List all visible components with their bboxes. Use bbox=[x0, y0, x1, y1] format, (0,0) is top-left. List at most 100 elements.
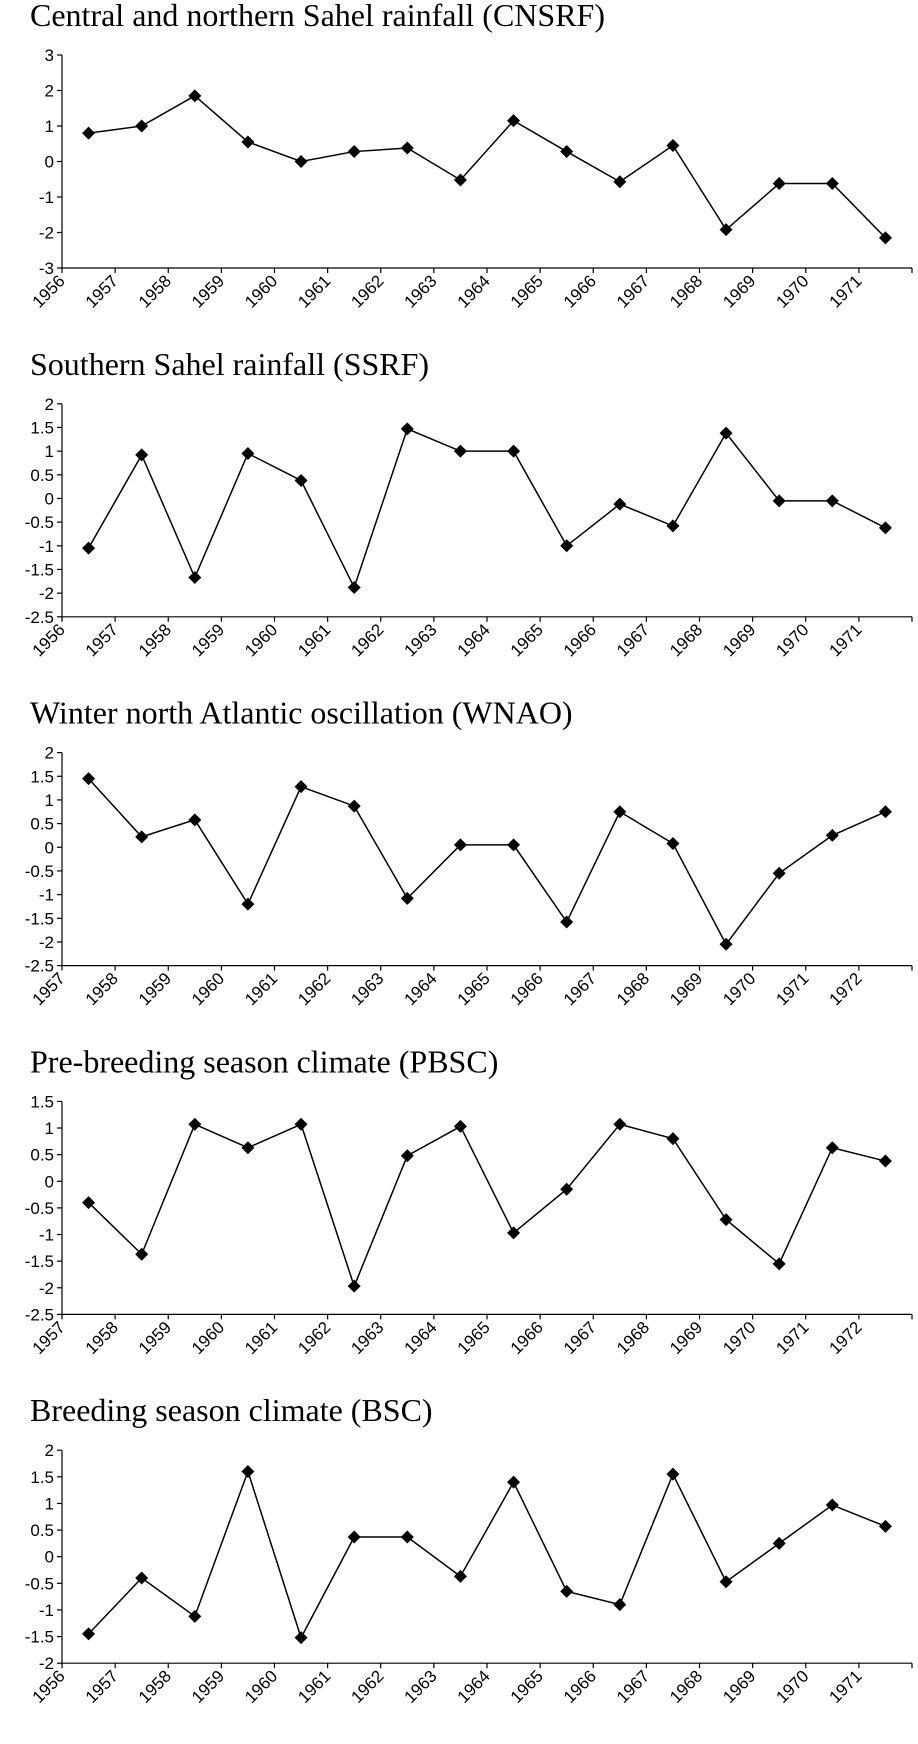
y-tick-label: 0 bbox=[45, 1172, 54, 1191]
y-tick-label: -1 bbox=[39, 537, 54, 556]
x-tick-label: 1963 bbox=[347, 969, 387, 1009]
x-tick-label: 1960 bbox=[241, 620, 281, 660]
data-point bbox=[666, 836, 680, 850]
y-tick-label: -1.5 bbox=[25, 1628, 54, 1647]
data-point bbox=[878, 521, 892, 535]
data-point bbox=[560, 1584, 574, 1598]
data-point bbox=[772, 177, 786, 191]
chart-title: Southern Sahel rainfall (SSRF) bbox=[30, 346, 429, 382]
data-point bbox=[613, 175, 627, 189]
x-tick-label: 1969 bbox=[719, 271, 759, 311]
x-tick-label: 1967 bbox=[613, 271, 653, 311]
x-tick-label: 1970 bbox=[719, 1318, 759, 1358]
data-point bbox=[878, 805, 892, 819]
y-tick-label: 3 bbox=[45, 46, 54, 65]
y-tick-label: -1.5 bbox=[25, 909, 54, 928]
data-point bbox=[188, 813, 202, 827]
x-tick-label: 1971 bbox=[772, 1318, 812, 1358]
data-point bbox=[400, 1149, 414, 1163]
data-point bbox=[347, 799, 361, 813]
data-point bbox=[560, 145, 574, 159]
x-tick-label: 1962 bbox=[294, 969, 334, 1009]
data-point bbox=[241, 1465, 255, 1478]
y-tick-label: 1 bbox=[45, 442, 54, 461]
panel: Breeding season climate (BSC) -2 -1.5 -1 -0.… bbox=[25, 1392, 913, 1707]
x-tick-label: 1965 bbox=[507, 271, 547, 311]
y-tick-label: -2 bbox=[39, 1279, 54, 1298]
data-point bbox=[453, 1119, 467, 1133]
x-tick-label: 1967 bbox=[613, 1667, 653, 1707]
y-tick-label: 1.5 bbox=[30, 1468, 54, 1487]
y-tick-label: 1 bbox=[45, 1119, 54, 1138]
x-tick-label: 1966 bbox=[560, 1667, 600, 1707]
x-tick-label: 1961 bbox=[294, 620, 334, 660]
x-tick-label: 1967 bbox=[613, 620, 653, 660]
y-tick-label: 0.5 bbox=[30, 466, 54, 485]
y-tick-label: 1 bbox=[45, 117, 54, 136]
y-tick-label: 2 bbox=[45, 395, 54, 414]
y-tick-label: -2.5 bbox=[25, 957, 54, 976]
data-line bbox=[88, 1123, 886, 1289]
data-point bbox=[135, 830, 149, 844]
x-tick-label: 1959 bbox=[188, 271, 228, 311]
x-tick-label: 1968 bbox=[613, 969, 653, 1009]
data-point bbox=[82, 1196, 96, 1210]
y-tick-label: 0.5 bbox=[30, 815, 54, 834]
x-tick-label: 1971 bbox=[772, 969, 812, 1009]
y-tick-label: 2 bbox=[45, 82, 54, 101]
chart-title: Breeding season climate (BSC) bbox=[30, 1392, 433, 1428]
x-tick-label: 1961 bbox=[241, 1318, 281, 1358]
y-tick-label: 0 bbox=[45, 1548, 54, 1567]
x-tick-label: 1960 bbox=[241, 271, 281, 311]
data-point bbox=[453, 173, 467, 187]
x-tick-label: 1968 bbox=[666, 620, 706, 660]
data-point bbox=[294, 780, 308, 794]
data-point bbox=[878, 1154, 892, 1168]
y-tick-label: -0.5 bbox=[25, 1574, 54, 1593]
x-tick-label: 1959 bbox=[135, 969, 175, 1009]
x-tick-label: 1968 bbox=[666, 1667, 706, 1707]
data-point bbox=[613, 497, 627, 511]
data-point bbox=[560, 539, 574, 553]
data-point bbox=[719, 426, 733, 440]
x-tick-label: 1969 bbox=[666, 1318, 706, 1358]
data-point bbox=[878, 231, 892, 245]
y-tick-label: -2.5 bbox=[25, 608, 54, 627]
panel: Pre-breeding season climate (PBSC) -2.5 -2… bbox=[25, 1043, 913, 1358]
x-tick-label: 1965 bbox=[454, 969, 494, 1009]
x-tick-label: 1968 bbox=[613, 1318, 653, 1358]
y-tick-label: -1 bbox=[39, 188, 54, 207]
data-point bbox=[82, 541, 96, 555]
x-tick-label: 1967 bbox=[560, 969, 600, 1009]
data-point bbox=[82, 772, 96, 786]
data-point bbox=[719, 1575, 733, 1589]
data-point bbox=[878, 1519, 892, 1533]
data-point bbox=[825, 177, 839, 191]
data-point bbox=[719, 223, 733, 237]
x-tick-label: 1971 bbox=[826, 1667, 866, 1707]
data-point bbox=[772, 494, 786, 508]
data-point bbox=[241, 1141, 255, 1155]
data-point bbox=[347, 1279, 361, 1293]
data-point bbox=[453, 1569, 467, 1583]
x-tick-label: 1970 bbox=[719, 969, 759, 1009]
data-line bbox=[87, 427, 886, 590]
data-point bbox=[613, 805, 627, 819]
x-tick-label: 1956 bbox=[29, 271, 69, 311]
data-point bbox=[135, 1247, 149, 1261]
x-tick-label: 1962 bbox=[347, 620, 387, 660]
y-tick-label: 2 bbox=[45, 744, 54, 763]
y-tick-label: -1 bbox=[39, 1226, 54, 1245]
data-point bbox=[772, 1536, 786, 1550]
data-point bbox=[347, 145, 361, 159]
y-tick-label: -1 bbox=[39, 1601, 54, 1620]
x-tick-label: 1960 bbox=[188, 1318, 228, 1358]
data-point bbox=[294, 1631, 308, 1645]
chart-title: Pre-breeding season climate (PBSC) bbox=[30, 1043, 498, 1079]
y-tick-label: -1 bbox=[39, 886, 54, 905]
x-tick-label: 1971 bbox=[826, 271, 866, 311]
x-tick-label: 1969 bbox=[719, 620, 759, 660]
x-tick-label: 1960 bbox=[241, 1667, 281, 1707]
x-tick-label: 1957 bbox=[82, 1667, 122, 1707]
